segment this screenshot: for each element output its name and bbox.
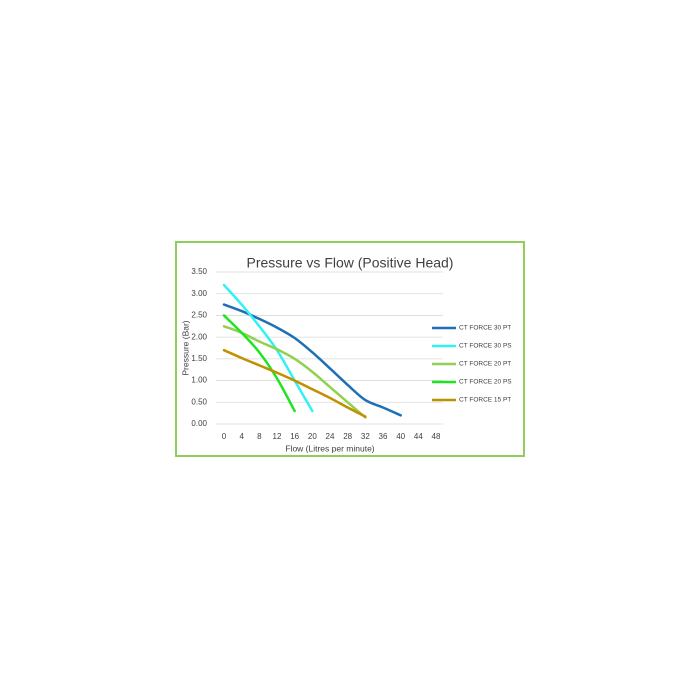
x-tick-label: 4 (239, 432, 244, 441)
y-tick-label: 1.50 (191, 354, 207, 363)
series-line (222, 325, 367, 419)
y-tick-label: 2.00 (191, 332, 207, 341)
y-tick-label: 3.00 (191, 289, 207, 298)
x-tick-label: 32 (361, 432, 370, 441)
y-axis-label: Pressure (Bar) (180, 320, 190, 375)
x-tick-label: 0 (222, 432, 227, 441)
x-tick-label: 8 (257, 432, 262, 441)
x-axis-label: Flow (Litres per minute) (285, 443, 374, 453)
legend-label: CT FORCE 15 PT (459, 397, 511, 404)
x-tick-label: 48 (432, 432, 441, 441)
chart-title: Pressure vs Flow (Positive Head) (247, 255, 454, 271)
legend-label: CT FORCE 20 PS (459, 379, 512, 386)
series-line (222, 314, 296, 413)
legend-label: CT FORCE 30 PS (459, 343, 512, 350)
y-tick-label: 0.50 (191, 397, 207, 406)
series-line (222, 283, 314, 413)
series-line (222, 348, 367, 418)
x-tick-label: 36 (379, 432, 388, 441)
chart-frame (175, 241, 525, 457)
x-tick-label: 24 (326, 432, 335, 441)
series-line (222, 303, 402, 417)
y-tick-label: 2.50 (191, 311, 207, 320)
x-tick-label: 12 (273, 432, 282, 441)
x-tick-label: 20 (308, 432, 317, 441)
x-tick-label: 16 (290, 432, 299, 441)
x-tick-label: 44 (414, 432, 423, 441)
y-tick-label: 3.50 (191, 267, 207, 276)
legend-label: CT FORCE 30 PT (459, 325, 511, 332)
x-tick-label: 28 (343, 432, 352, 441)
y-tick-label: 0.00 (191, 419, 207, 428)
x-tick-label: 40 (396, 432, 405, 441)
y-tick-label: 1.00 (191, 376, 207, 385)
legend-label: CT FORCE 20 PT (459, 361, 511, 368)
